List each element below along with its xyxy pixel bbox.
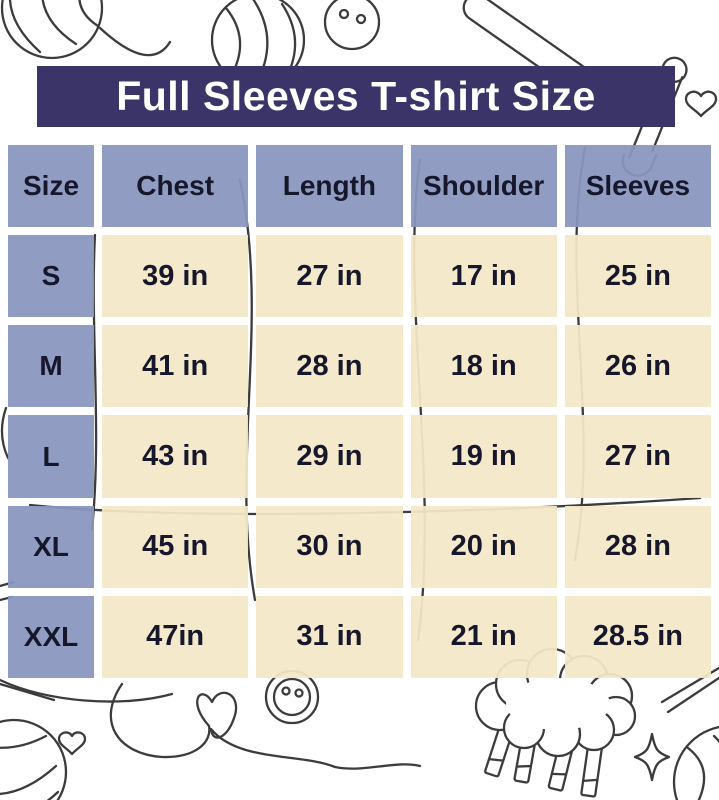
cell-s-chest: 39 in [102,235,249,318]
cell-s-shoulder: 17 in [410,235,557,318]
cell-xxl-length: 31 in [256,595,403,678]
size-label-l: L [8,415,94,498]
column-header-length: Length [256,145,403,228]
cell-xl-chest: 45 in [102,505,249,588]
cell-l-length: 29 in [256,415,403,498]
title-banner: Full Sleeves T-shirt Size [37,66,675,127]
button-icon [323,0,381,51]
cell-m-shoulder: 18 in [410,325,557,408]
size-label-xxl: XXL [8,595,94,678]
cell-l-chest: 43 in [102,415,249,498]
cell-l-sleeves: 27 in [564,415,711,498]
cell-s-sleeves: 25 in [564,235,711,318]
column-header-sleeves: Sleeves [564,145,711,228]
column-header-size: Size [8,145,94,228]
size-label-m: M [8,325,94,408]
cell-xxl-shoulder: 21 in [410,595,557,678]
heart-icon [684,90,718,118]
yarn-ball-icon [672,725,719,800]
column-header-chest: Chest [102,145,249,228]
cell-xl-shoulder: 20 in [410,505,557,588]
cell-xl-sleeves: 28 in [564,505,711,588]
yarn-ball-icon [0,718,68,800]
cell-m-sleeves: 26 in [564,325,711,408]
yarn-thread-heart-icon [109,682,422,770]
yarn-ball-icon [0,0,172,60]
cell-m-length: 28 in [256,325,403,408]
cell-xxl-chest: 47in [102,595,249,678]
cell-xxl-sleeves: 28.5 in [564,595,711,678]
button-icon [264,669,320,725]
size-label-s: S [8,235,94,318]
heart-icon [57,731,87,756]
cell-s-length: 27 in [256,235,403,318]
size-chart-table: Size Chest Length Shoulder Sleeves S 39 … [8,145,711,678]
size-label-xl: XL [8,505,94,588]
cell-l-shoulder: 19 in [410,415,557,498]
cell-xl-length: 30 in [256,505,403,588]
cell-m-chest: 41 in [102,325,249,408]
page-title: Full Sleeves T-shirt Size [116,73,596,119]
sparkle-icon [633,732,671,782]
column-header-shoulder: Shoulder [410,145,557,228]
